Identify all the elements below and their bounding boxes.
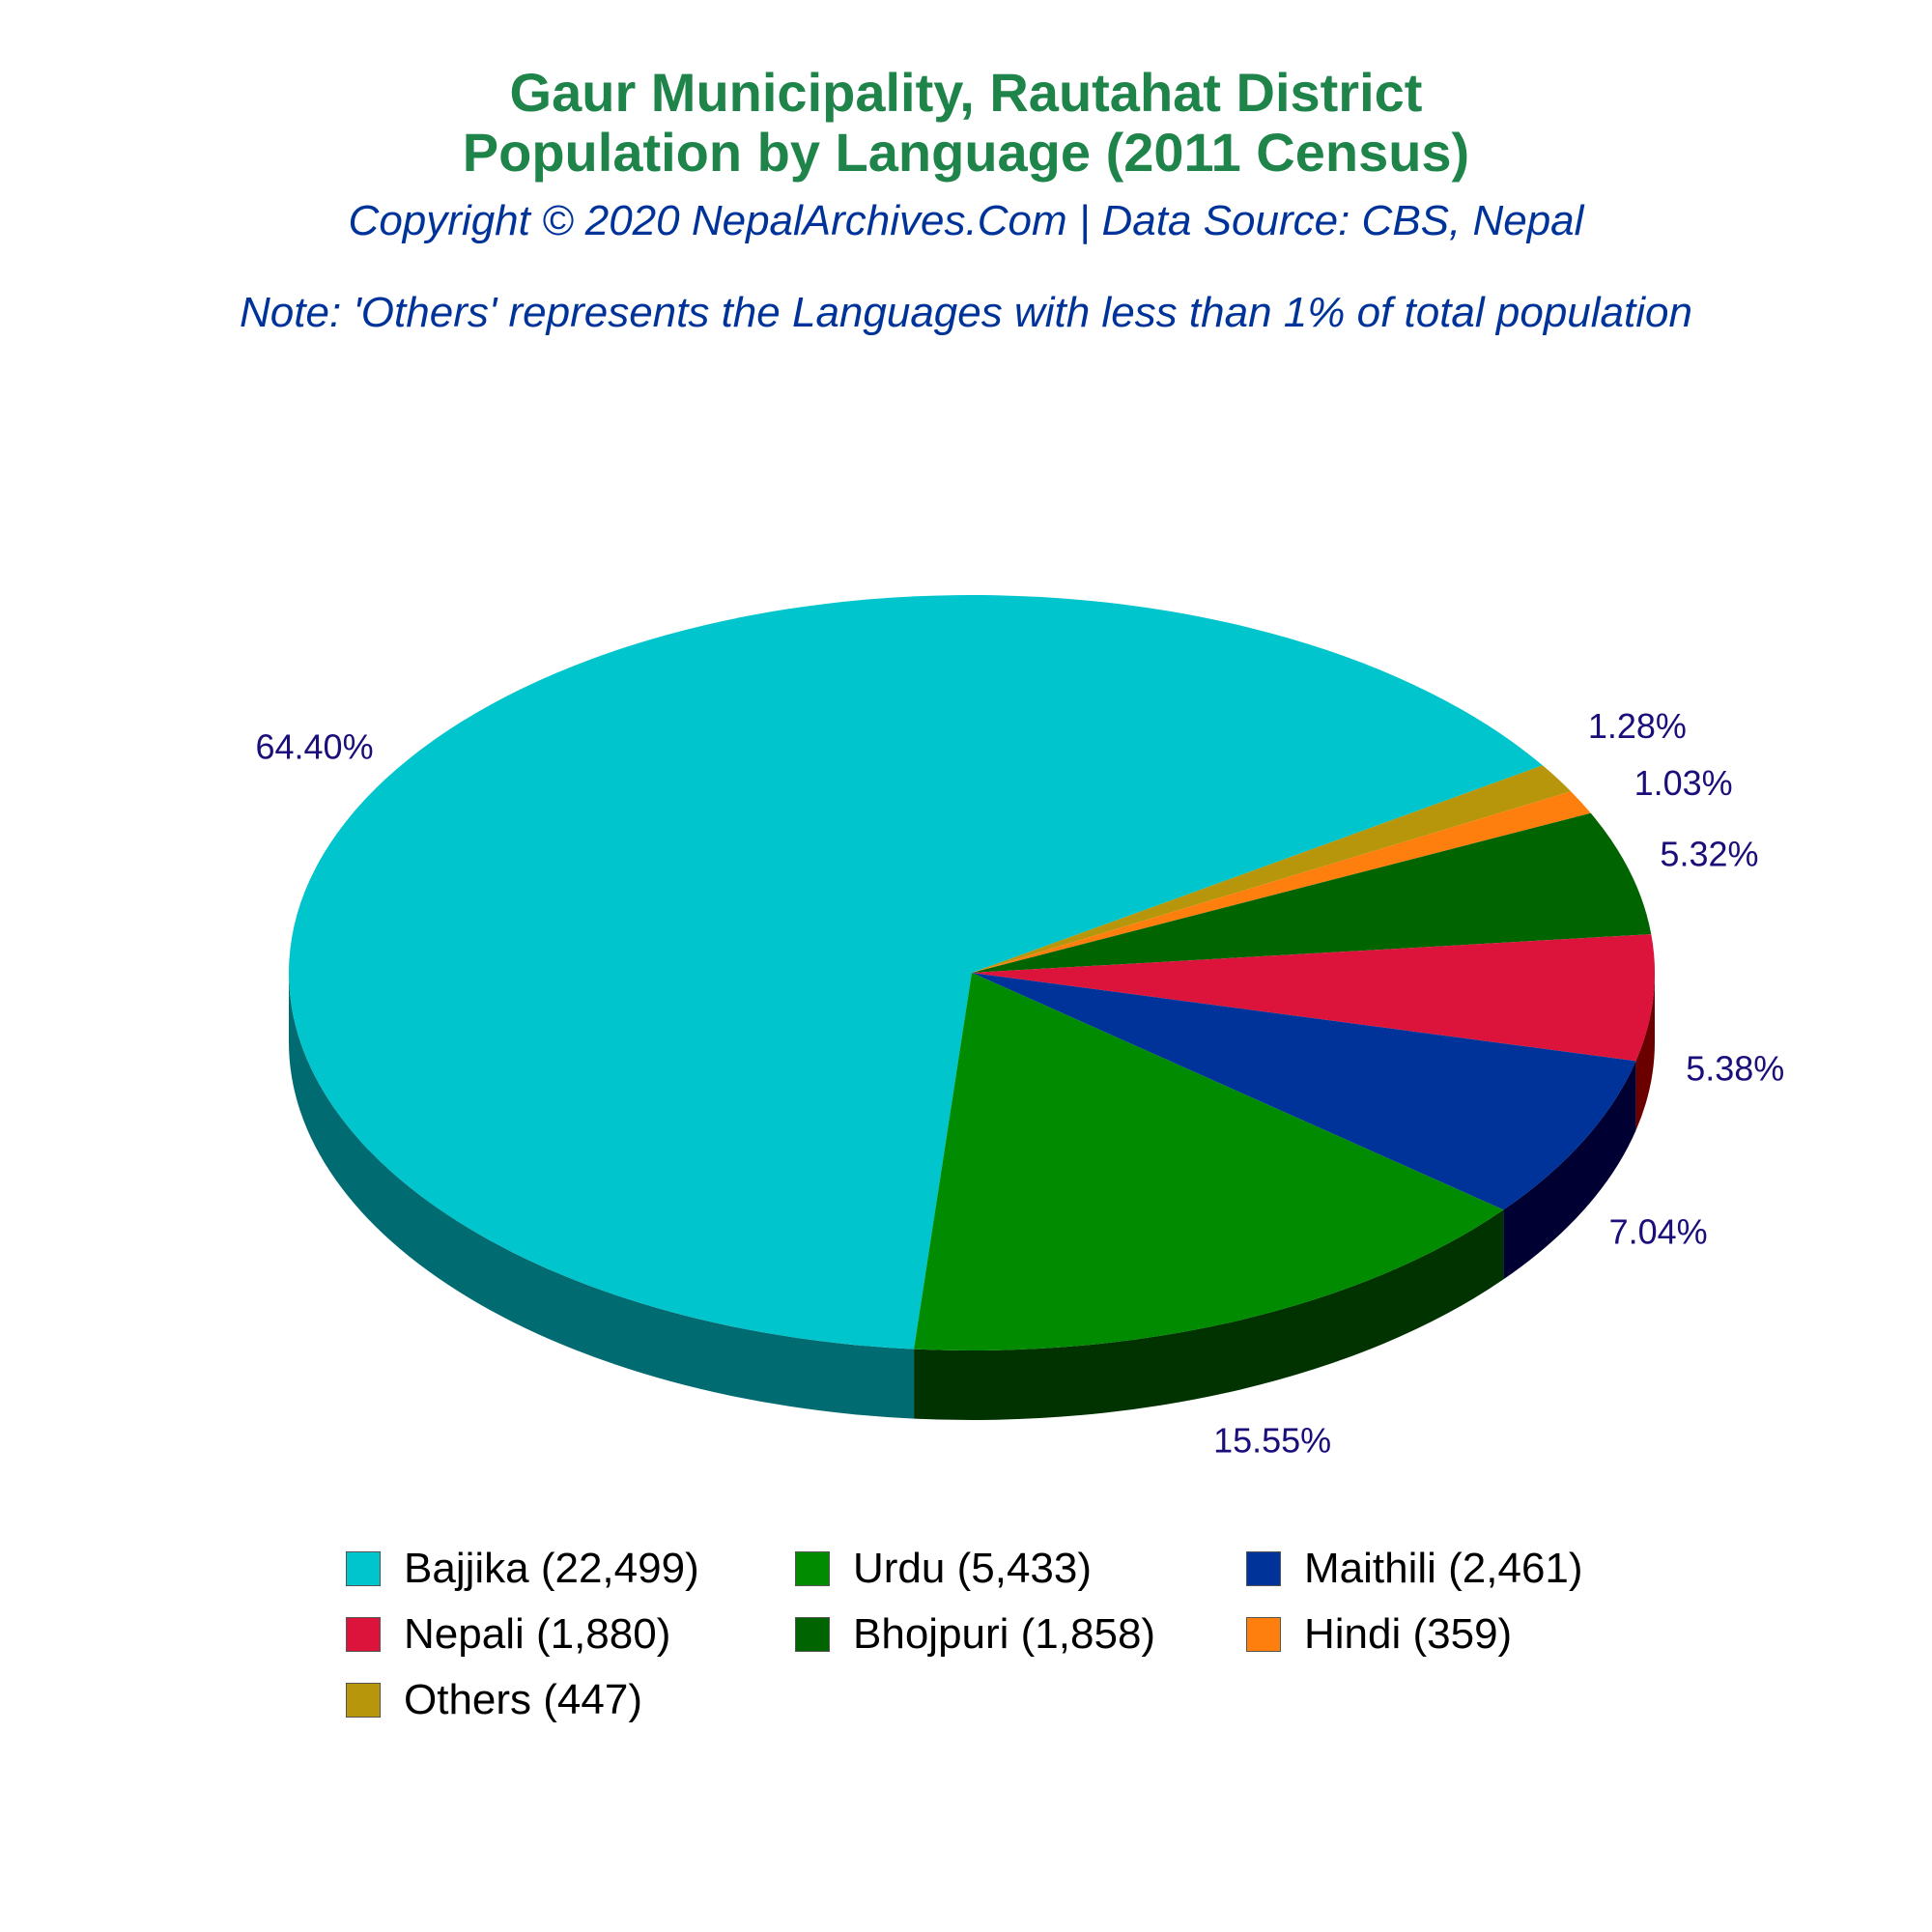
slice-hindi [972, 791, 1591, 973]
legend-swatch [795, 1551, 830, 1586]
legend-label: Maithili (2,461) [1304, 1545, 1583, 1592]
slice-bhojpuri [972, 812, 1652, 973]
legend-item-hindi: Hindi (359) [1246, 1609, 1512, 1660]
slice-side-urdu [914, 1209, 1504, 1420]
legend-item-bajjika: Bajjika (22,499) [346, 1544, 699, 1594]
slice-urdu [914, 973, 1504, 1350]
chart-title-line2: Population by Language (2011 Census) [462, 122, 1470, 183]
legend-swatch [1246, 1617, 1281, 1652]
slice-others [972, 765, 1572, 973]
slice-side-nepali [1635, 973, 1656, 1131]
percent-label-maithili: 7.04% [1609, 1212, 1708, 1252]
percent-label-urdu: 15.55% [1213, 1420, 1331, 1460]
percent-label-nepali: 5.38% [1686, 1049, 1784, 1089]
legend-item-urdu: Urdu (5,433) [795, 1544, 1092, 1594]
slice-maithili [972, 973, 1636, 1210]
copyright-text: Copyright © 2020 NepalArchives.Com | Dat… [348, 197, 1584, 244]
legend-swatch [346, 1617, 381, 1652]
slice-nepali [972, 934, 1656, 1062]
percent-label-bhojpuri: 5.32% [1660, 835, 1758, 874]
legend-item-bhojpuri: Bhojpuri (1,858) [795, 1609, 1155, 1660]
legend-swatch [1246, 1551, 1281, 1586]
slice-bajjika [288, 594, 1543, 1350]
slice-side-maithili [1503, 1061, 1636, 1280]
legend-label: Nepali (1,880) [404, 1610, 671, 1658]
legend-label: Bhojpuri (1,858) [853, 1610, 1156, 1658]
legend-item-others: Others (447) [346, 1675, 642, 1725]
legend-item-nepali: Nepali (1,880) [346, 1609, 670, 1660]
legend-swatch [346, 1551, 381, 1586]
legend-item-maithili: Maithili (2,461) [1246, 1544, 1583, 1594]
note-text: Note: 'Others' represents the Languages … [240, 289, 1692, 336]
chart-title-line1: Gaur Municipality, Rautahat District [509, 62, 1423, 123]
legend-label: Bajjika (22,499) [404, 1545, 699, 1592]
legend-label: Others (447) [404, 1676, 642, 1723]
legend-swatch [795, 1617, 830, 1652]
legend-label: Urdu (5,433) [853, 1545, 1093, 1592]
legend-swatch [346, 1683, 381, 1718]
percent-label-hindi: 1.03% [1634, 763, 1733, 803]
percent-label-others: 1.28% [1588, 706, 1687, 746]
percent-label-bajjika: 64.40% [255, 727, 373, 767]
legend-label: Hindi (359) [1304, 1610, 1513, 1658]
slice-side-bajjika [289, 973, 915, 1419]
